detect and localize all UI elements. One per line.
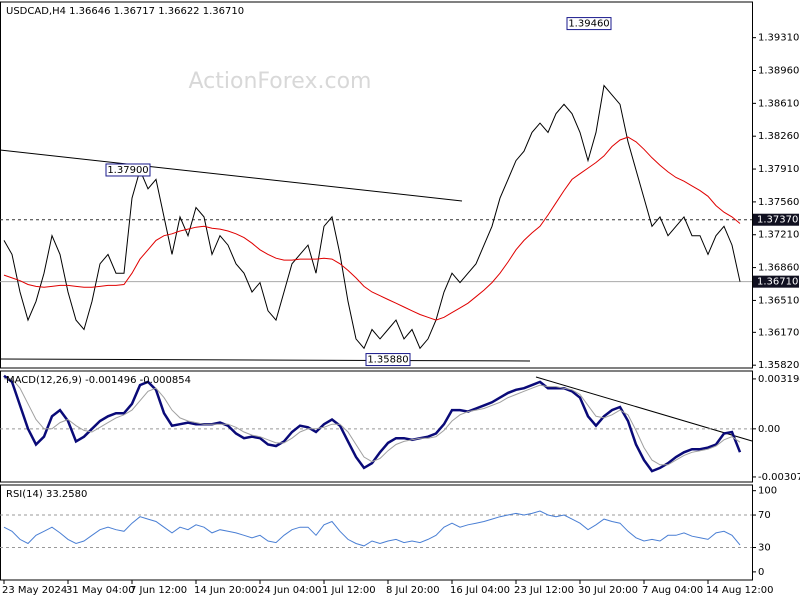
y-tick-label: 0.00 bbox=[758, 424, 780, 435]
panel-title: MACD(12,26,9) -0.001496 -0.000854 bbox=[6, 375, 191, 386]
panel-title: USDCAD,H4 1.36646 1.36717 1.36622 1.3671… bbox=[6, 6, 244, 17]
y-tick-label: 100 bbox=[758, 486, 777, 497]
y-tick-label: 1.37560 bbox=[758, 197, 799, 208]
annotation-label: 1.35880 bbox=[367, 355, 408, 366]
y-tick-label: 1.36510 bbox=[758, 295, 799, 306]
x-tick-label: 7 Aug 04:00 bbox=[642, 585, 703, 596]
annotation-label: 1.39460 bbox=[568, 19, 609, 30]
level-label-box bbox=[753, 275, 799, 288]
level-label: 1.36710 bbox=[757, 277, 798, 288]
level-label: 1.37370 bbox=[757, 215, 798, 226]
annotation-box bbox=[105, 163, 151, 177]
series-line bbox=[3, 136, 741, 321]
y-tick-label: 1.37910 bbox=[758, 164, 799, 175]
y-tick-label: 1.35820 bbox=[758, 360, 799, 371]
trend-line bbox=[535, 376, 753, 442]
x-tick-label: 31 May 04:00 bbox=[66, 585, 135, 596]
y-tick-label: 1.38960 bbox=[758, 66, 799, 77]
panel-frame bbox=[0, 484, 753, 581]
x-tick-label: 8 Jul 20:00 bbox=[386, 585, 440, 596]
y-tick-label: 1.38610 bbox=[758, 98, 799, 109]
trend-line bbox=[0, 358, 531, 362]
panel-title: RSI(14) 33.2580 bbox=[6, 489, 87, 500]
x-tick-label: 14 Jun 20:00 bbox=[194, 585, 258, 596]
y-tick-label: 30 bbox=[758, 543, 771, 554]
annotation-box bbox=[365, 353, 411, 367]
x-tick-label: 24 Jun 04:00 bbox=[258, 585, 322, 596]
trend-line bbox=[0, 149, 463, 202]
watermark: ActionForex.com bbox=[189, 69, 372, 94]
y-tick-label: 70 bbox=[758, 510, 771, 521]
panel-frame bbox=[0, 1, 753, 369]
annotation-box bbox=[566, 17, 612, 31]
series-line bbox=[3, 374, 742, 473]
x-tick-label: 16 Jul 04:00 bbox=[450, 585, 510, 596]
annotation-label: 1.37900 bbox=[107, 165, 148, 176]
x-tick-label: 23 May 2024 bbox=[2, 585, 67, 596]
y-tick-label: -0.003077 bbox=[758, 472, 800, 483]
series-line bbox=[3, 84, 741, 350]
y-tick-label: 1.37210 bbox=[758, 230, 799, 241]
panel-frame bbox=[0, 370, 753, 483]
x-tick-label: 23 Jul 12:00 bbox=[514, 585, 574, 596]
y-tick-label: 0.003194 bbox=[758, 374, 800, 385]
series-line bbox=[4, 378, 741, 466]
y-tick-label: 1.36170 bbox=[758, 327, 799, 338]
x-tick-label: 7 Jun 12:00 bbox=[130, 585, 187, 596]
series-line bbox=[3, 510, 741, 547]
x-tick-label: 30 Jul 20:00 bbox=[578, 585, 638, 596]
y-tick-label: 0 bbox=[758, 567, 764, 578]
y-tick-label: 1.36860 bbox=[758, 263, 799, 274]
y-tick-label: 1.39310 bbox=[758, 33, 799, 44]
x-tick-label: 1 Jul 12:00 bbox=[322, 585, 376, 596]
x-tick-label: 14 Aug 12:00 bbox=[706, 585, 773, 596]
y-tick-label: 1.38260 bbox=[758, 131, 799, 142]
level-label-box bbox=[753, 213, 799, 226]
